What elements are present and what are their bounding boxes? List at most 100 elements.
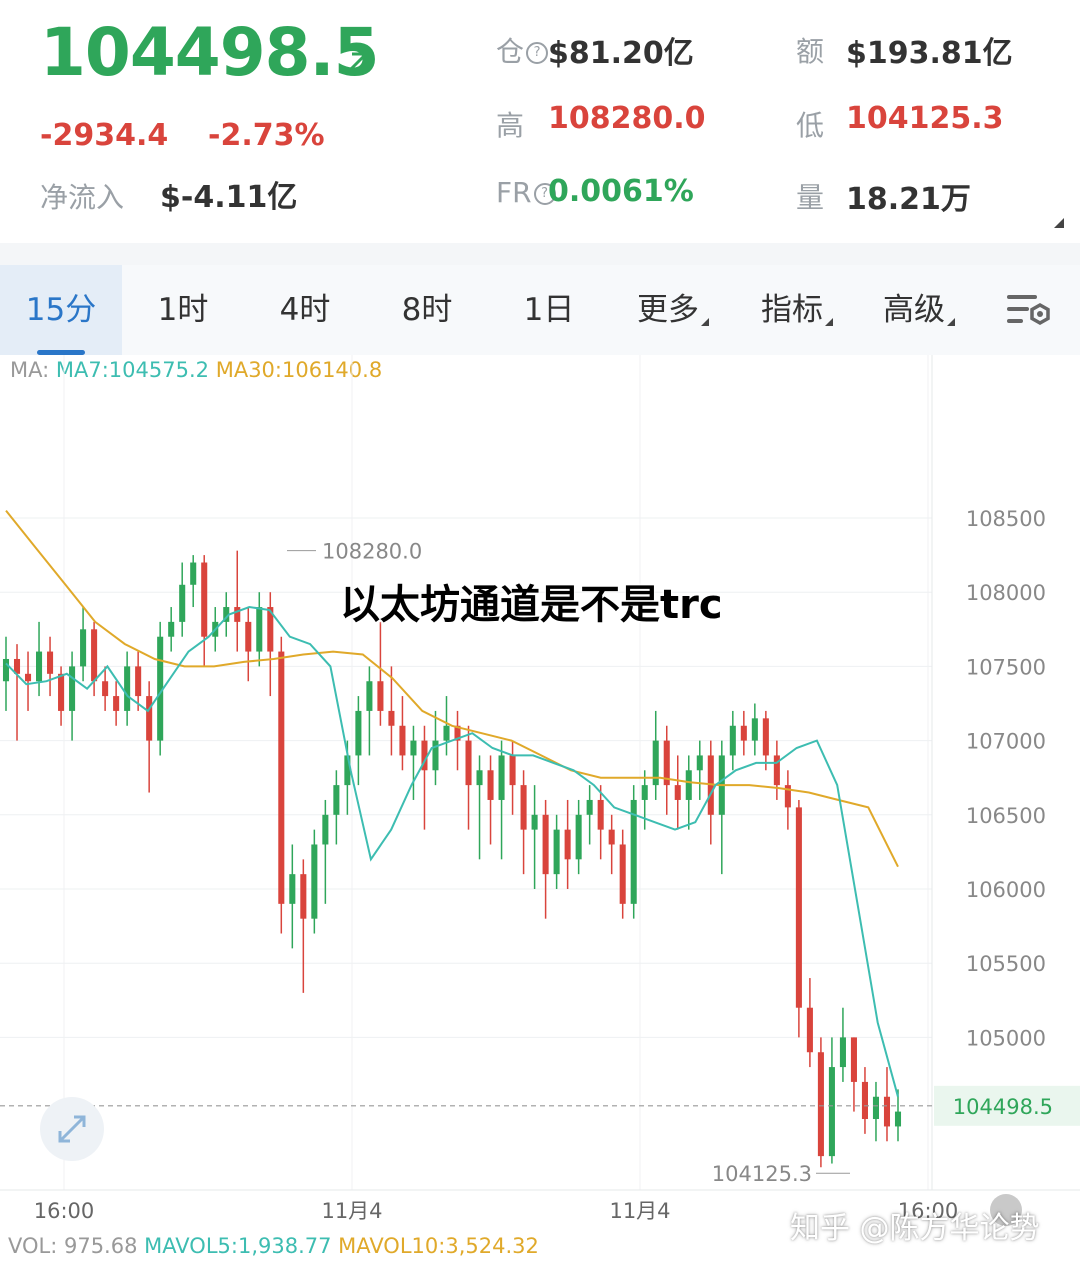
watermark-logo-icon <box>990 1194 1022 1226</box>
net-inflow-label: 净流入 <box>40 181 125 214</box>
candle-body <box>663 740 670 786</box>
candle-body <box>542 814 549 875</box>
volume-label: 量 <box>796 181 825 214</box>
funding-rate-label[interactable]: FR? <box>496 176 556 209</box>
funding-rate-value: 0.0061% <box>548 174 694 209</box>
candle-body <box>58 673 65 711</box>
candle-body <box>366 681 373 711</box>
candle-body <box>289 874 296 904</box>
mavol10-value: MAVOL10:3,524.32 <box>338 1234 539 1258</box>
candle-body <box>608 829 615 845</box>
candle-body <box>355 710 362 756</box>
tab-15m[interactable]: 15分 <box>0 265 122 355</box>
candle-body <box>91 629 98 682</box>
candle-body <box>806 1007 813 1053</box>
tab-more[interactable]: 更多 <box>612 265 734 355</box>
expand-arrows-icon <box>58 1115 86 1143</box>
candle-body <box>47 651 54 674</box>
candle-body <box>36 651 43 682</box>
price-change: -2934.4 <box>40 118 169 153</box>
candle-body <box>278 651 285 904</box>
y-tick-label: 105000 <box>966 1026 1046 1050</box>
tab-label: 1日 <box>523 292 575 328</box>
candle-body <box>641 785 648 800</box>
candle-body <box>630 799 637 904</box>
market-header: 104498.5 -2934.4 -2.73% 净流入 $-4.11亿 仓? $… <box>0 0 1080 243</box>
candle-body <box>223 607 230 622</box>
candle-body <box>773 755 780 786</box>
candle-body <box>465 740 472 786</box>
candle-body <box>234 607 241 622</box>
candle-body <box>619 844 626 904</box>
active-tab-indicator <box>37 350 85 355</box>
tab-label: 指标 <box>761 292 823 328</box>
candle-body <box>146 696 153 741</box>
candle-body <box>685 770 692 800</box>
candle-body <box>13 658 21 674</box>
tab-4h[interactable]: 4时 <box>244 265 366 355</box>
candle-body <box>861 1081 868 1120</box>
y-tick-label: 106500 <box>966 804 1046 828</box>
candle-body <box>531 814 538 830</box>
candle-body <box>586 799 593 815</box>
candle-body <box>377 681 384 711</box>
dropdown-icon <box>947 318 955 326</box>
low-label: 低 <box>796 109 825 142</box>
open-interest-label[interactable]: 仓? <box>496 30 549 70</box>
dropdown-icon <box>825 318 833 326</box>
funding-rate-label-text: FR <box>496 176 532 209</box>
candle-body <box>454 725 461 741</box>
fullscreen-button[interactable] <box>40 1097 104 1161</box>
candle-body <box>850 1037 857 1082</box>
candle-body <box>553 829 560 875</box>
tab-label: 4时 <box>279 292 331 328</box>
expand-header-icon[interactable] <box>1054 218 1064 228</box>
candlestick-chart[interactable]: 108500 108000 107500 107000 106500 106000 1055… <box>0 355 1080 1270</box>
separator <box>0 243 1080 265</box>
candle-body <box>267 607 274 652</box>
candle-body <box>674 785 681 800</box>
candle-body <box>652 740 659 786</box>
candle-body <box>498 755 505 800</box>
tab-advanced[interactable]: 高级 <box>858 265 980 355</box>
candle-body <box>135 666 142 697</box>
candle-body <box>509 755 516 786</box>
help-icon[interactable]: ? <box>526 42 549 64</box>
high-value: 108280.0 <box>548 101 706 136</box>
candle-body <box>751 718 758 741</box>
last-price: 104498.5 <box>40 14 380 91</box>
open-interest-value: $81.20亿 <box>548 36 694 71</box>
y-tick-label: 105500 <box>966 952 1046 976</box>
candle-body <box>421 740 428 771</box>
tab-label: 15分 <box>25 292 97 328</box>
net-inflow-value: $-4.11亿 <box>160 180 298 215</box>
candle-body <box>817 1052 824 1157</box>
x-tick-label: 16:00 <box>34 1199 95 1223</box>
ma7-value: MA7:104575.2 <box>55 358 210 382</box>
tab-label: 更多 <box>637 292 699 328</box>
candle-body <box>190 562 197 585</box>
ma7-line <box>5 605 899 1098</box>
watermark: 知乎 @陈方华论势 <box>790 1211 1040 1246</box>
price-change-percent: -2.73% <box>208 118 325 153</box>
candle-body <box>69 666 76 711</box>
tab-indicators[interactable]: 指标 <box>736 265 858 355</box>
candle-body <box>179 584 186 622</box>
ma-legend: MA: MA7:104575.2 MA30:106140.8 <box>10 358 382 382</box>
tab-1h[interactable]: 1时 <box>122 265 244 355</box>
low-marker-label: 104125.3 <box>712 1162 812 1186</box>
candle-body <box>883 1096 891 1127</box>
candle-body <box>113 696 120 711</box>
y-tick-label: 107500 <box>966 655 1046 679</box>
help-icon[interactable]: ? <box>533 183 556 205</box>
tab-8h[interactable]: 8时 <box>366 265 488 355</box>
candle-body <box>410 740 417 756</box>
candle-body <box>784 785 791 808</box>
chart-settings-icon[interactable] <box>1005 291 1053 331</box>
overlay-title: 以太坊通道是不是trc <box>340 582 723 628</box>
candle-body <box>520 785 527 830</box>
candle-body <box>564 829 571 860</box>
candle-body <box>839 1037 846 1068</box>
candle-body <box>388 710 395 726</box>
tab-1d[interactable]: 1日 <box>488 265 610 355</box>
